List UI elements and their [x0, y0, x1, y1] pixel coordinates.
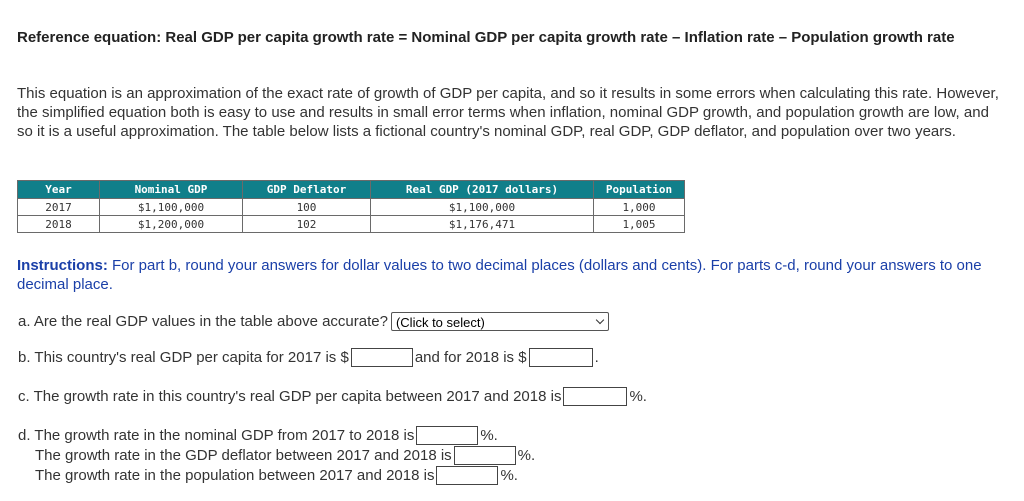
question-d-unit-2: %.: [517, 447, 536, 464]
accuracy-select-value: (Click to select): [395, 315, 485, 331]
header-nominal-gdp: Nominal GDP: [99, 180, 243, 199]
data-table: Year Nominal GDP GDP Deflator Real GDP (…: [17, 180, 685, 233]
cell-gdp-deflator: 102: [242, 215, 371, 233]
question-d-line-1: d. The growth rate in the nominal GDP fr…: [18, 426, 498, 445]
question-b-text-2: and for 2018 is $: [414, 349, 527, 366]
cell-real-gdp: $1,176,471: [370, 215, 594, 233]
question-d-unit-1: %.: [480, 427, 498, 444]
accuracy-select[interactable]: (Click to select): [390, 312, 609, 331]
real-gdp-per-capita-growth-input[interactable]: [563, 387, 628, 406]
question-d-line-2: The growth rate in the GDP deflator betw…: [35, 446, 535, 465]
question-d-text-3: The growth rate in the population betwee…: [35, 467, 435, 484]
instructions-label: Instructions:: [17, 257, 108, 274]
question-d-unit-3: %.: [500, 467, 518, 484]
question-b-text-1: b. This country's real GDP per capita fo…: [18, 349, 349, 366]
header-gdp-deflator: GDP Deflator: [242, 180, 371, 199]
question-d-text-1: d. The growth rate in the nominal GDP fr…: [18, 427, 415, 444]
cell-year: 2018: [17, 215, 100, 233]
gdp-deflator-growth-input[interactable]: [453, 446, 516, 465]
question-a-text: a. Are the real GDP values in the table …: [18, 313, 388, 330]
question-a: a. Are the real GDP values in the table …: [18, 312, 609, 331]
population-growth-input[interactable]: [436, 466, 499, 485]
question-c-text: c. The growth rate in this country's rea…: [18, 388, 562, 405]
cell-population: 1,005: [593, 215, 685, 233]
nominal-gdp-growth-input[interactable]: [416, 426, 479, 445]
instructions: Instructions: For part b, round your ans…: [17, 256, 1007, 294]
question-c: c. The growth rate in this country's rea…: [18, 387, 647, 406]
question-d-text-2: The growth rate in the GDP deflator betw…: [35, 447, 452, 464]
cell-population: 1,000: [593, 198, 685, 216]
header-population: Population: [593, 180, 685, 199]
intro-paragraph: This equation is an approximation of the…: [17, 85, 999, 140]
cell-nominal-gdp: $1,200,000: [99, 215, 243, 233]
question-d-line-3: The growth rate in the population betwee…: [35, 466, 518, 485]
instructions-text: For part b, round your answers for dolla…: [17, 257, 982, 293]
table-row: 2017 $1,100,000 100 $1,100,000 1,000: [17, 198, 685, 216]
question-c-unit: %.: [629, 388, 647, 405]
cell-real-gdp: $1,100,000: [370, 198, 594, 216]
header-real-gdp: Real GDP (2017 dollars): [370, 180, 594, 199]
real-gdp-per-capita-2018-input[interactable]: [528, 348, 593, 367]
real-gdp-per-capita-2017-input[interactable]: [350, 348, 413, 367]
table-row: 2018 $1,200,000 102 $1,176,471 1,005: [17, 215, 685, 233]
reference-equation: Reference equation: Real GDP per capita …: [17, 29, 955, 46]
question-b-text-3: .: [594, 349, 599, 366]
header-year: Year: [17, 180, 100, 199]
table-header-row: Year Nominal GDP GDP Deflator Real GDP (…: [17, 180, 685, 199]
chevron-down-icon: [595, 315, 605, 325]
cell-year: 2017: [17, 198, 100, 216]
cell-gdp-deflator: 100: [242, 198, 371, 216]
cell-nominal-gdp: $1,100,000: [99, 198, 243, 216]
question-b: b. This country's real GDP per capita fo…: [18, 348, 599, 367]
